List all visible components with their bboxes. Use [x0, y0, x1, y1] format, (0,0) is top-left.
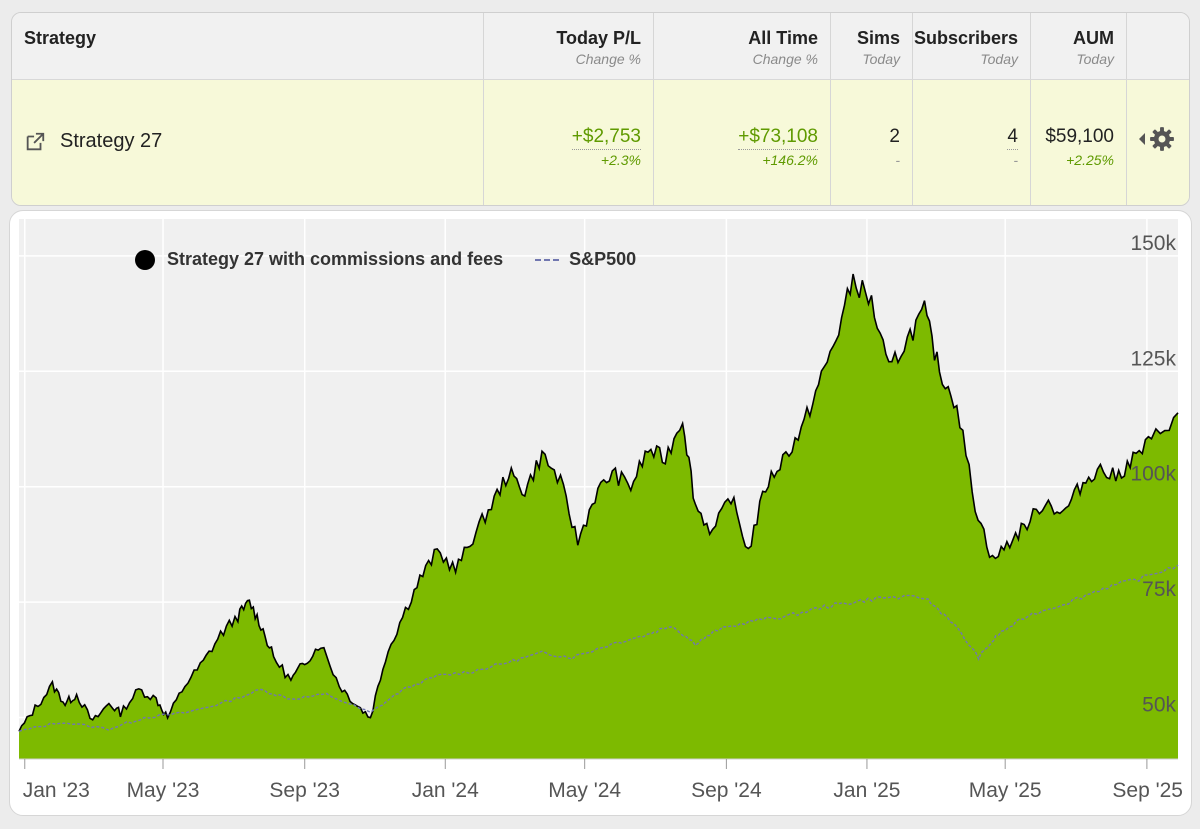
col-header-subscribers[interactable]: Subscribers Today — [913, 13, 1031, 79]
col-header-all-time[interactable]: All Time Change % — [654, 13, 831, 79]
x-tick-label: May '25 — [969, 779, 1042, 802]
y-tick-label: 75k — [1142, 578, 1176, 601]
col-header-label: Subscribers — [913, 28, 1018, 48]
gear-icon[interactable] — [1149, 126, 1175, 152]
x-tick-label: Jan '25 — [833, 779, 900, 802]
y-tick-label: 150k — [1130, 232, 1176, 255]
col-header-sims[interactable]: Sims Today — [831, 13, 913, 79]
col-header-today-pl[interactable]: Today P/L Change % — [484, 13, 654, 79]
strategy-name-label[interactable]: Strategy 27 — [60, 130, 163, 152]
x-tick-label: Sep '25 — [1112, 779, 1183, 802]
caret-left-icon[interactable] — [1139, 133, 1145, 145]
col-header-sublabel: Change % — [752, 51, 818, 67]
legend-label-sp500[interactable]: S&P500 — [569, 249, 637, 269]
all-time-value[interactable]: +$73,108 — [738, 126, 818, 150]
subscribers-sub: - — [1013, 152, 1018, 168]
col-header-label: AUM — [1073, 28, 1114, 48]
cell-subscribers: 4 - — [913, 80, 1031, 205]
x-tick-label: Sep '24 — [691, 779, 762, 802]
cell-sims: 2 - — [831, 80, 913, 205]
chart-legend: Strategy 27 with commissions and fees S&… — [135, 249, 636, 270]
col-header-sublabel: Today — [862, 51, 900, 67]
performance-chart: 50k 75k 100k 125k 150k Jan '23 May '23 Sep '23 J… — [9, 210, 1192, 816]
cell-strategy: Strategy 27 — [12, 80, 484, 205]
external-link-icon[interactable] — [24, 131, 46, 153]
strategy-link[interactable]: Strategy 27 — [24, 130, 162, 153]
col-header-strategy[interactable]: Strategy — [12, 13, 484, 79]
col-header-label: Today P/L — [556, 28, 641, 48]
all-time-percent: +146.2% — [762, 152, 818, 168]
subscribers-value[interactable]: 4 — [1007, 126, 1018, 150]
today-pl-percent: +2.3% — [600, 152, 641, 168]
y-tick-label: 125k — [1130, 347, 1176, 370]
x-tick-label: May '24 — [548, 779, 621, 802]
legend-marker-sp500[interactable] — [535, 258, 560, 261]
strategy-table: Strategy Today P/L Change % All Time Cha… — [11, 12, 1190, 206]
series-strategy-line — [18, 273, 1179, 732]
table-row: Strategy 27 +$2,753 +2.3% +$73,108 +146.… — [12, 80, 1189, 205]
col-header-aum[interactable]: AUM Today — [1031, 13, 1127, 79]
settings-menu[interactable] — [1139, 126, 1175, 152]
cell-today-pl: +$2,753 +2.3% — [484, 80, 654, 205]
y-tick-label: 100k — [1130, 463, 1176, 486]
x-tick-label: Sep '23 — [269, 779, 340, 802]
sims-value: 2 — [889, 126, 900, 147]
col-header-sublabel: Today — [980, 51, 1018, 67]
col-header-sublabel: Today — [1076, 51, 1114, 67]
col-header-sublabel: Change % — [575, 51, 641, 67]
aum-percent: +2.25% — [1066, 152, 1114, 168]
col-header-actions — [1127, 13, 1189, 79]
x-tick-label: Jan '24 — [412, 779, 479, 802]
legend-marker-strategy[interactable] — [135, 249, 155, 270]
x-tick-label: May '23 — [127, 779, 200, 802]
table-header-row: Strategy Today P/L Change % All Time Cha… — [12, 13, 1189, 80]
chart-canvas: 50k 75k 100k 125k 150k Jan '23 May '23 Sep '23 J… — [18, 219, 1183, 802]
aum-value: $59,100 — [1045, 126, 1114, 147]
sims-sub: - — [895, 152, 900, 168]
col-header-label: Sims — [856, 28, 900, 48]
legend-label-strategy[interactable]: Strategy 27 with commissions and fees — [167, 249, 504, 269]
col-header-label: All Time — [748, 28, 818, 48]
cell-actions — [1127, 80, 1189, 205]
y-tick-label: 50k — [1142, 693, 1176, 716]
col-header-strategy-label: Strategy — [24, 28, 97, 48]
series-strategy-area — [19, 274, 1178, 759]
x-tick-label: Jan '23 — [23, 779, 90, 802]
today-pl-value[interactable]: +$2,753 — [571, 126, 641, 150]
cell-all-time: +$73,108 +146.2% — [654, 80, 831, 205]
cell-aum: $59,100 +2.25% — [1031, 80, 1127, 205]
series-sp500-line — [18, 564, 1179, 732]
